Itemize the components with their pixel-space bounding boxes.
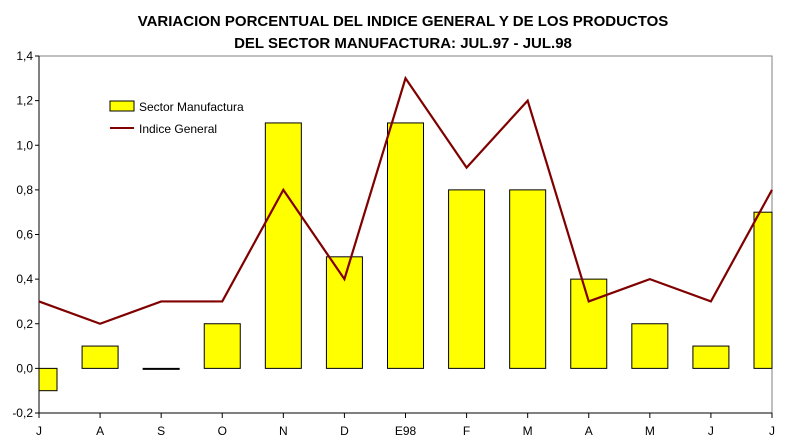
y-tick-label: 0,0 bbox=[16, 361, 33, 375]
x-tick-label: M bbox=[645, 424, 655, 438]
bar bbox=[142, 367, 180, 370]
x-tick-label: A bbox=[585, 424, 593, 438]
bar bbox=[753, 211, 773, 369]
x-tick-label: J bbox=[708, 424, 714, 438]
x-tick-label: M bbox=[523, 424, 533, 438]
y-tick-label: 0,6 bbox=[16, 228, 33, 242]
x-tick-label: O bbox=[218, 424, 227, 438]
bar bbox=[570, 278, 608, 369]
bar bbox=[692, 345, 730, 369]
legend-label-bars: Sector Manufactura bbox=[139, 100, 244, 114]
bar bbox=[81, 345, 119, 369]
x-tick-label: J bbox=[36, 424, 42, 438]
y-tick-label: 1,4 bbox=[16, 49, 33, 63]
legend: Sector Manufactura Indice General bbox=[109, 100, 244, 136]
chart-title: VARIACION PORCENTUAL DEL INDICE GENERAL … bbox=[138, 13, 669, 30]
y-tick-label: 0,4 bbox=[16, 272, 33, 286]
x-tick-label: F bbox=[463, 424, 470, 438]
bar bbox=[264, 122, 302, 369]
x-tick-label: J bbox=[769, 424, 775, 438]
bar bbox=[325, 256, 363, 369]
y-tick-label: 0,2 bbox=[16, 317, 33, 331]
x-tick-label: D bbox=[340, 424, 349, 438]
chart-subtitle: DEL SECTOR MANUFACTURA: JUL.97 - JUL.98 bbox=[234, 35, 572, 52]
bar bbox=[509, 189, 547, 369]
bar bbox=[203, 323, 241, 369]
x-tick-label: N bbox=[279, 424, 288, 438]
y-tick-label: 1,2 bbox=[16, 94, 33, 108]
bar bbox=[387, 122, 424, 369]
y-tick-label: 1,0 bbox=[16, 138, 33, 152]
y-tick-label: -0,2 bbox=[12, 406, 33, 420]
legend-label-line: Indice General bbox=[139, 122, 217, 136]
y-tick-label: 0,8 bbox=[16, 183, 33, 197]
bar bbox=[631, 323, 669, 369]
bar bbox=[448, 189, 486, 369]
bar bbox=[38, 367, 58, 392]
x-tick-label: S bbox=[157, 424, 165, 438]
x-tick-label: A bbox=[96, 424, 104, 438]
legend-bar-swatch bbox=[109, 100, 135, 112]
x-tick-label: E98 bbox=[395, 424, 417, 438]
plot-area: -0,2 0,0 0,2 0,4 0,6 0,8 1,0 1,2 1,4 J A S O N D E98 F M A… bbox=[12, 49, 775, 438]
